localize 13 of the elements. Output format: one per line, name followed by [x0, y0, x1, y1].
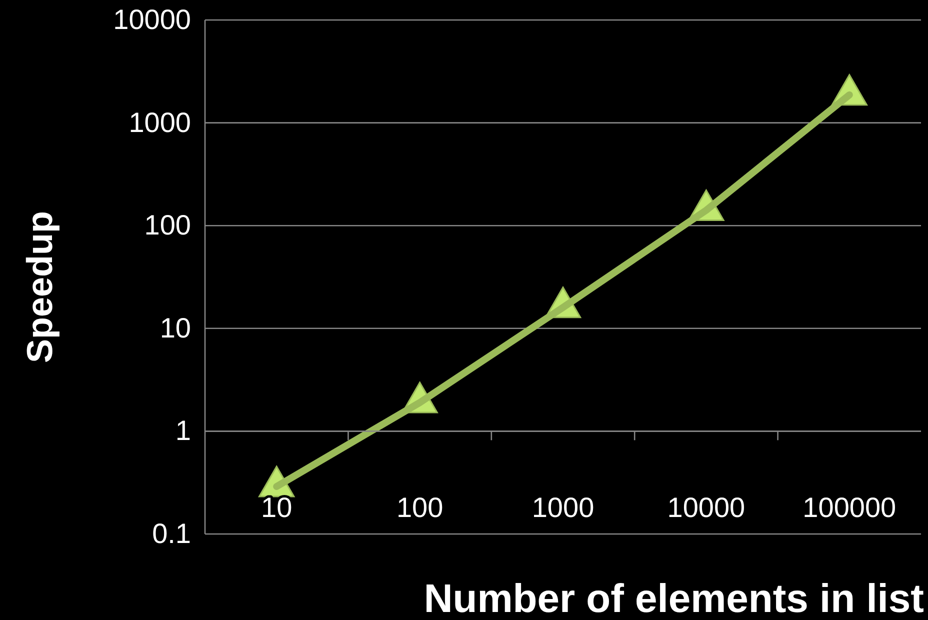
y-tick-label: 10: [160, 312, 191, 344]
y-tick-label: 1000: [128, 106, 191, 138]
x-tick-label: 1000: [532, 492, 594, 524]
y-tick-label: 100: [144, 210, 191, 241]
x-axis-title: Number of elements in list: [424, 577, 924, 620]
y-axis-title: Speedup: [19, 210, 60, 364]
y-tick-label: 0.1: [152, 518, 191, 549]
x-tick-label: 10000: [667, 492, 746, 524]
x-tick-label: 100: [396, 492, 444, 524]
x-tick-label: 10: [261, 492, 292, 524]
y-tick-label: 10000: [113, 4, 191, 35]
y-tick-label: 1: [175, 415, 191, 446]
x-tick-label: 100000: [802, 492, 896, 524]
